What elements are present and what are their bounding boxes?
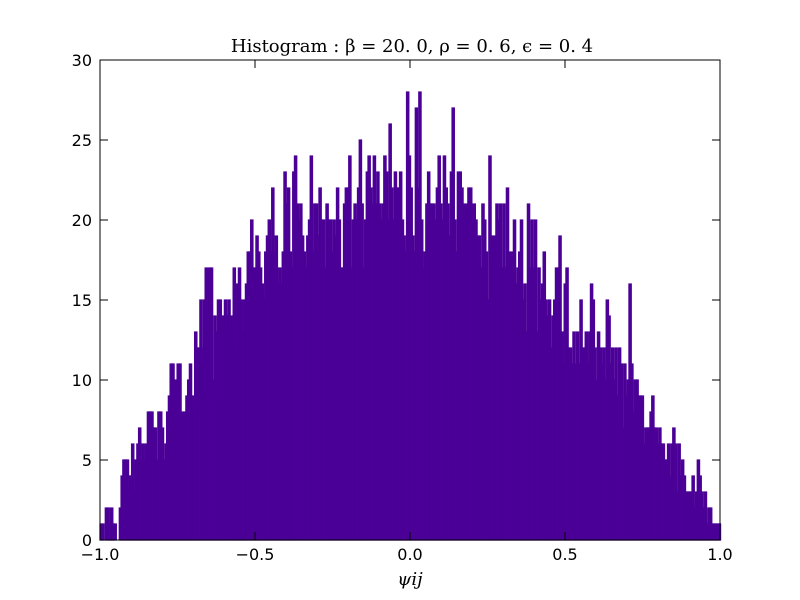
x-tick-label: 1.0 xyxy=(707,545,732,564)
histogram-bars xyxy=(99,91,722,541)
y-tick-label: 0 xyxy=(82,531,92,550)
y-tick-label: 25 xyxy=(72,131,92,150)
x-tick-label: 0.0 xyxy=(397,545,422,564)
histogram-bar xyxy=(101,523,105,541)
chart-title: Histogram : β = 20. 0, ρ = 0. 6, ϵ = 0. … xyxy=(231,36,593,57)
histogram-bar xyxy=(113,523,117,541)
y-tick-label: 5 xyxy=(82,451,92,470)
x-tick-label: 0.5 xyxy=(552,545,577,564)
y-tick-label: 20 xyxy=(72,211,92,230)
x-tick-label: −1.0 xyxy=(81,545,120,564)
axis-ticks: −1.0 −0.5 0.0 0.5 1.0 0 5 10 15 20 25 30 xyxy=(72,51,733,564)
y-tick-label: 30 xyxy=(72,51,92,70)
y-tick-label: 15 xyxy=(72,291,92,310)
x-axis-label: ψij xyxy=(397,569,423,590)
y-tick-label: 10 xyxy=(72,371,92,390)
x-tick-label: −0.5 xyxy=(236,545,275,564)
